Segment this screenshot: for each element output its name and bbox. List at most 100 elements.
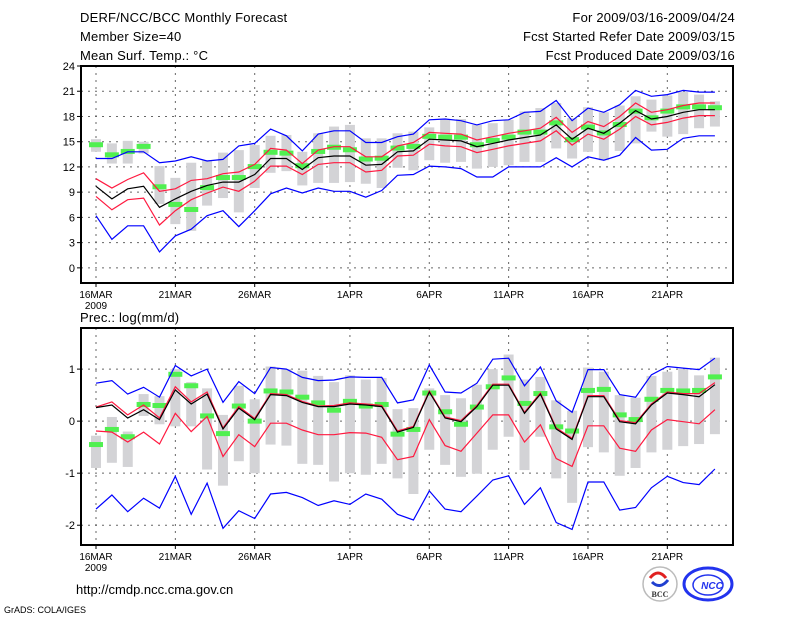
observed-marker xyxy=(358,156,373,162)
range-box xyxy=(106,416,117,463)
observed-marker xyxy=(644,115,659,121)
y-tick-label: 0 xyxy=(69,263,75,275)
observed-marker xyxy=(215,431,230,437)
temp-panel-label: Mean Surf. Temp.: °C xyxy=(80,48,209,63)
y-tick-label: 18 xyxy=(63,111,75,123)
range-box xyxy=(487,123,498,167)
plot-frame xyxy=(80,65,734,284)
observed-marker xyxy=(485,384,500,390)
y-tick-label: 15 xyxy=(63,137,75,149)
x-tick-label: 11APR xyxy=(493,290,524,301)
observed-marker xyxy=(136,143,151,149)
observed-marker xyxy=(374,155,389,161)
observed-marker xyxy=(311,400,326,406)
series-max-line xyxy=(95,357,716,414)
range-box xyxy=(170,177,181,225)
x-tick-label: 6APR xyxy=(416,290,442,301)
range-box xyxy=(694,94,705,129)
observed-marker xyxy=(358,403,373,409)
observed-marker xyxy=(692,387,707,393)
range-box xyxy=(281,369,292,446)
observed-marker xyxy=(374,401,389,407)
observed-marker xyxy=(390,431,405,437)
series-mean-line xyxy=(95,109,715,209)
range-box xyxy=(297,370,308,464)
range-box xyxy=(360,379,371,475)
observed-marker xyxy=(152,403,167,409)
range-box xyxy=(709,101,720,127)
observed-marker xyxy=(390,145,405,151)
observed-marker xyxy=(676,388,691,394)
observed-marker xyxy=(707,374,722,380)
range-box xyxy=(614,395,625,476)
range-box xyxy=(329,382,340,482)
observed-marker xyxy=(295,163,310,169)
website-url[interactable]: http://cmdp.ncc.cma.gov.cn xyxy=(76,582,234,597)
observed-marker xyxy=(454,421,469,427)
range-box xyxy=(329,126,340,183)
range-box xyxy=(630,397,641,468)
y-tick-label: 21 xyxy=(63,86,75,98)
range-box xyxy=(202,160,213,206)
range-box xyxy=(709,357,720,435)
observed-marker xyxy=(501,375,516,381)
range-box xyxy=(344,375,355,474)
series-min-line xyxy=(95,135,715,253)
observed-marker xyxy=(184,206,199,212)
observed-marker xyxy=(168,371,183,377)
range-box xyxy=(551,400,562,479)
x-tick-label: 11APR xyxy=(493,552,524,563)
range-box xyxy=(233,385,244,462)
observed-marker xyxy=(89,142,103,148)
y-tick-label: 9 xyxy=(69,187,75,199)
observed-marker xyxy=(469,142,484,148)
forecast-period: For 2009/03/16-2009/04/24 xyxy=(572,10,735,25)
range-box xyxy=(471,384,482,474)
range-box xyxy=(217,414,228,486)
x-tick-label: 16MAR xyxy=(79,290,112,301)
observed-marker xyxy=(517,400,532,406)
series-upper-line xyxy=(95,102,715,192)
range-box xyxy=(503,354,514,437)
observed-marker xyxy=(438,409,453,415)
range-box xyxy=(392,409,403,479)
observed-marker xyxy=(263,149,278,155)
observed-marker xyxy=(104,426,119,432)
observed-marker xyxy=(628,417,643,423)
x-tick-label: 21MAR xyxy=(159,552,192,563)
observed-marker xyxy=(89,442,103,448)
observed-marker xyxy=(279,389,294,395)
observed-marker xyxy=(104,152,119,158)
observed-marker xyxy=(342,147,357,153)
observed-marker xyxy=(247,164,262,170)
x-tick-label: 21MAR xyxy=(159,290,192,301)
range-box xyxy=(582,367,593,448)
x-tick-label: 6APR xyxy=(416,552,442,563)
range-box xyxy=(186,162,197,231)
observed-marker xyxy=(184,383,199,389)
range-box xyxy=(614,105,625,151)
range-box xyxy=(122,431,133,467)
series-lower-line xyxy=(95,409,716,468)
x-tick-label: 1APR xyxy=(337,290,363,301)
observed-marker xyxy=(501,134,516,140)
x-tick-label: 16APR xyxy=(572,290,604,301)
range-box xyxy=(630,96,641,144)
observed-marker xyxy=(660,387,675,393)
precipitation-panel: -2 -1 0 1 16MAR 21MAR 26MAR 1APR 6APR 11APR 16APR 2… xyxy=(65,327,734,574)
range-box xyxy=(598,371,609,453)
observed-marker xyxy=(406,143,421,149)
series-max-line xyxy=(96,89,715,164)
precip-panel-label: Prec.: log(mm/d) xyxy=(80,310,180,325)
series-mean-line xyxy=(95,384,716,441)
observed-marker xyxy=(549,120,564,126)
observed-marker xyxy=(295,394,310,400)
observed-marker xyxy=(120,434,135,440)
temperature-panel: 0 3 6 9 12 15 18 21 24 16MAR 21MAR 26MAR 1APR 6APR 11A… xyxy=(63,61,734,312)
forecast-start-date: Fcst Started Refer Date 2009/03/15 xyxy=(522,29,735,44)
x-tick-label: 16MAR xyxy=(79,552,112,563)
observed-marker xyxy=(612,412,627,418)
observed-marker xyxy=(692,104,707,110)
range-box xyxy=(694,375,705,445)
range-box xyxy=(376,138,387,188)
